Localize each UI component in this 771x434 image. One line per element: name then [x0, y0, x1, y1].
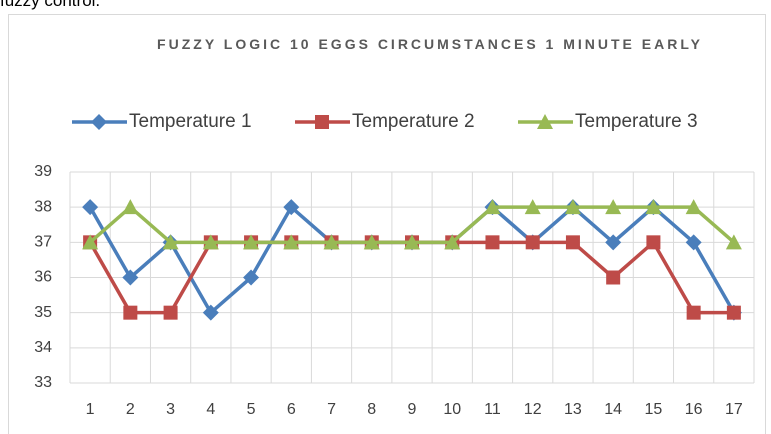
y-tick-label: 39: [34, 163, 52, 180]
x-tick-label: 14: [604, 401, 622, 418]
data-point: [243, 234, 260, 250]
y-tick-label: 33: [34, 374, 52, 391]
legend-label: Temperature 3: [575, 111, 698, 132]
data-point: [605, 234, 622, 251]
legend-marker: [537, 114, 553, 129]
x-tick-label: 12: [524, 401, 542, 418]
x-tick-label: 3: [166, 401, 175, 418]
y-tick-label: 36: [34, 269, 52, 286]
legend-marker: [91, 114, 107, 130]
data-point: [646, 235, 661, 250]
data-point: [685, 234, 702, 251]
x-tick-label: 6: [287, 401, 296, 418]
data-point: [162, 234, 179, 250]
data-point: [685, 199, 702, 215]
data-point: [323, 234, 340, 250]
data-point: [82, 199, 99, 216]
x-tick-label: 15: [645, 401, 663, 418]
data-point: [283, 199, 300, 216]
data-point: [363, 234, 380, 250]
data-point: [645, 199, 662, 215]
x-tick-label: 13: [564, 401, 582, 418]
x-tick-label: 7: [327, 401, 336, 418]
x-tick-label: 4: [206, 401, 215, 418]
y-tick-label: 34: [34, 339, 52, 356]
data-point: [484, 199, 501, 215]
x-tick-label: 9: [408, 401, 417, 418]
x-tick-label: 16: [685, 401, 703, 418]
x-tick-label: 11: [484, 401, 501, 418]
data-point: [725, 234, 742, 250]
data-point: [564, 199, 581, 215]
data-point: [283, 234, 300, 250]
legend-marker: [315, 115, 329, 129]
data-point: [404, 234, 420, 250]
chart-title: FUZZY LOGIC 10 EGGS CIRCUMSTANCES 1 MINU…: [157, 36, 703, 52]
data-point: [202, 234, 219, 250]
legend-label: Temperature 1: [129, 111, 252, 132]
data-point: [122, 269, 139, 286]
data-point: [485, 235, 500, 250]
x-tick-label: 2: [126, 401, 135, 418]
data-point: [605, 199, 622, 215]
y-tick-label: 35: [34, 304, 52, 321]
x-tick-label: 10: [443, 401, 461, 418]
y-tick-label: 38: [34, 198, 52, 215]
data-point: [122, 199, 139, 215]
x-tick-label: 8: [367, 401, 376, 418]
data-point: [525, 235, 540, 250]
data-point: [163, 305, 178, 320]
data-point: [202, 304, 219, 321]
caption: fuzzy control.: [0, 0, 101, 10]
legend-label: Temperature 2: [352, 111, 475, 132]
y-tick-label: 37: [34, 234, 52, 251]
x-tick-label: 1: [86, 401, 95, 418]
data-point: [123, 305, 138, 320]
data-point: [444, 234, 461, 250]
data-point: [243, 269, 260, 286]
data-point: [606, 270, 621, 285]
data-point: [565, 235, 580, 250]
data-point: [524, 199, 541, 215]
x-tick-label: 5: [247, 401, 256, 418]
data-point: [82, 234, 99, 250]
x-tick-label: 17: [725, 401, 743, 418]
chart-border: [8, 14, 766, 434]
data-point: [686, 305, 701, 320]
data-point: [726, 305, 741, 320]
